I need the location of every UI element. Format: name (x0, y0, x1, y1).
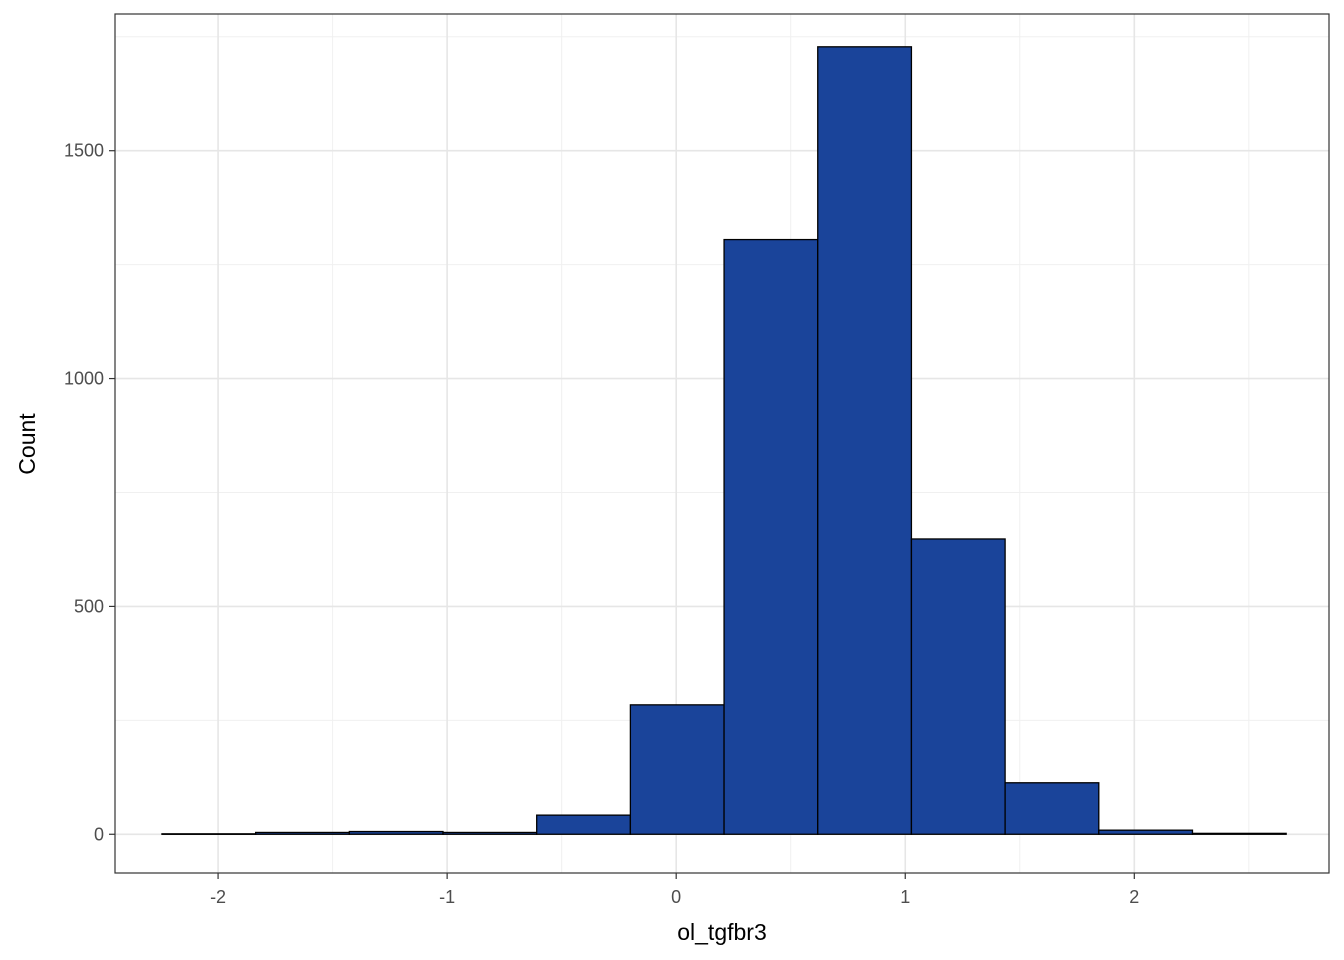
panel-border (114, 13, 1330, 874)
histogram-bar (817, 46, 913, 835)
y-tick-label: 1000 (64, 369, 104, 389)
histogram-bar (348, 830, 444, 835)
histogram-bar (1004, 782, 1100, 835)
y-tick-label: 500 (74, 596, 104, 616)
histogram-bar (910, 538, 1006, 835)
histogram-bar (723, 238, 819, 835)
histogram-bar (161, 833, 257, 835)
y-tick-label: 0 (94, 824, 104, 844)
x-tick-label: 1 (900, 887, 910, 907)
x-tick-label: -1 (439, 887, 455, 907)
x-tick-label: -2 (210, 887, 226, 907)
histogram-bar (1191, 832, 1287, 835)
x-axis-title: ol_tgfbr3 (677, 919, 767, 945)
histogram-bars (161, 46, 1287, 835)
x-tick-label: 0 (671, 887, 681, 907)
histogram-bar (254, 831, 350, 835)
y-tick-label: 1500 (64, 141, 104, 161)
histogram-bar (536, 814, 632, 835)
histogram-bar (442, 831, 538, 835)
axes: -2 -1 0 1 2 0 500 1000 1500 (64, 141, 1139, 907)
y-axis-title: Count (14, 413, 40, 475)
histogram-bar (1098, 829, 1194, 835)
histogram-bar (629, 704, 725, 835)
x-tick-label: 2 (1129, 887, 1139, 907)
